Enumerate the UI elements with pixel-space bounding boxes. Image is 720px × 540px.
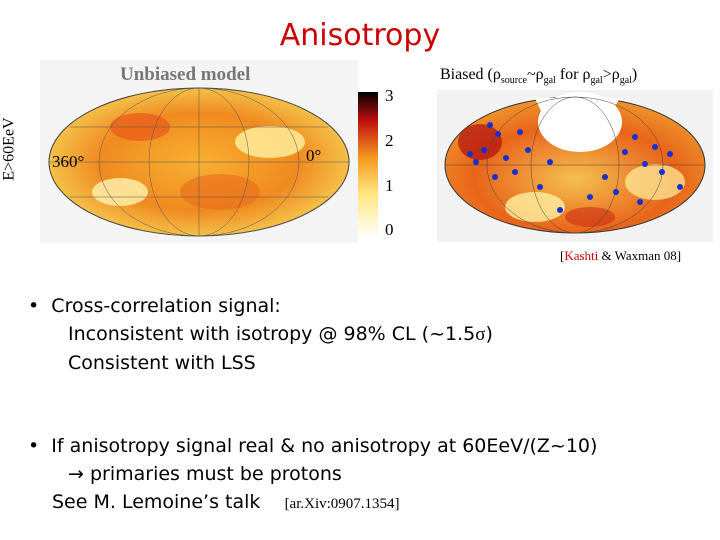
bullet-2-line-1: • If anisotropy signal real & no anisotr…	[28, 435, 598, 457]
bullet-2: • If anisotropy signal real & no anisotr…	[28, 432, 597, 518]
colorbar	[358, 92, 378, 238]
bullet-2-line-2: → primaries must be protons	[68, 463, 342, 485]
citation: [Kashti & Waxman 08]	[560, 248, 682, 263]
bullet-1-line-1: • Cross-correlation signal:	[28, 295, 281, 317]
biased-model-label: Biased (ρsource~ρgal for ρgal>ρgal)	[440, 66, 638, 87]
bullet-1-line-2: Inconsistent with isotropy @ 98% CL (~1.…	[68, 323, 493, 345]
colorbar-tick-1: 1	[385, 176, 394, 195]
energy-axis-label: E>60EeV	[0, 117, 18, 181]
colorbar-tick-2: 2	[385, 131, 394, 150]
bullet-1-line-3: Consistent with LSS	[68, 352, 256, 374]
colorbar-tick-3: 3	[385, 86, 394, 105]
unbiased-skymap	[48, 87, 350, 237]
longitude-label-0: 0°	[306, 146, 322, 165]
slide-title: Anisotropy	[279, 18, 441, 53]
colorbar-tick-0: 0	[385, 220, 394, 239]
arxiv-reference: [ar.Xiv:0907.1354]	[284, 496, 400, 512]
bullet-2-line-3: See M. Lemoine’s talk [ar.Xiv:0907.1354]	[52, 491, 400, 513]
bullet-1: • Cross-correlation signal: Inconsistent…	[28, 292, 493, 377]
biased-skymap	[444, 92, 706, 234]
longitude-label-360: 360°	[52, 152, 85, 171]
arrow-icon: →	[68, 463, 84, 485]
unbiased-model-title: Unbiased model	[120, 64, 251, 85]
